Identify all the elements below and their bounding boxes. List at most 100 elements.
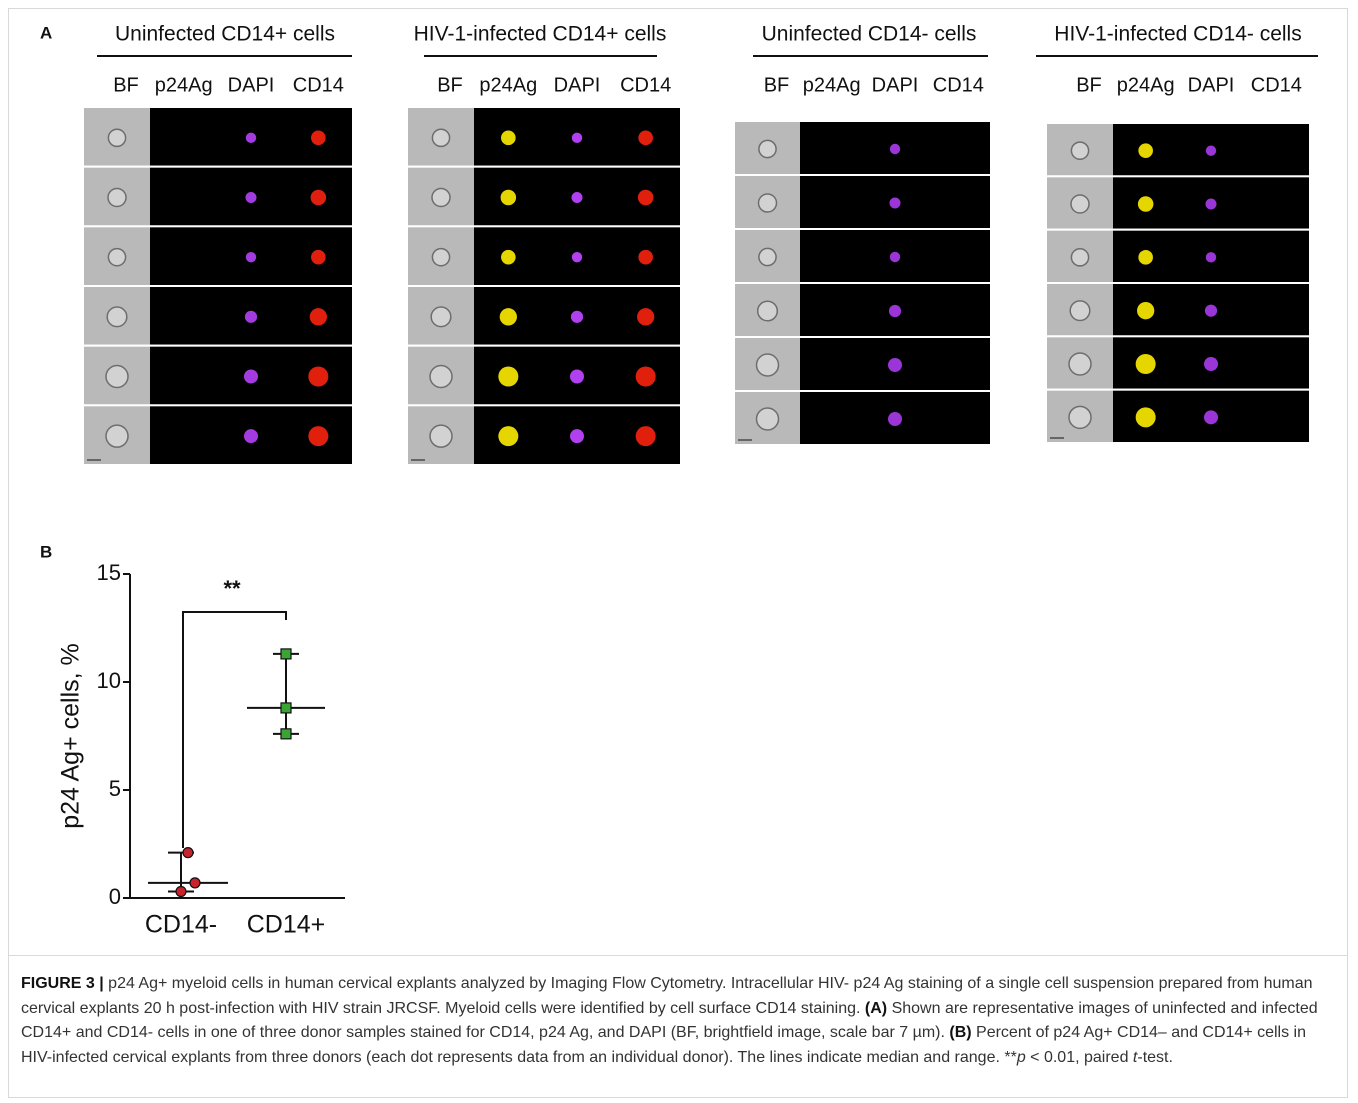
caption: FIGURE 3 | p24 Ag+ myeloid cells in huma… (21, 972, 1339, 1070)
cell-brightfield (430, 425, 452, 447)
panel-label: B (40, 542, 52, 561)
cell-fluorescence (245, 311, 257, 323)
cell-fluorescence (636, 367, 656, 387)
group-title: Uninfected CD14+ cells (115, 23, 335, 46)
cell-fluorescence (637, 308, 654, 325)
channel-label: p24Ag (155, 74, 213, 96)
cell-fluorescence (638, 131, 653, 146)
cell-fluorescence (1138, 196, 1154, 212)
y-tick-label: 5 (109, 776, 121, 801)
group-title: HIV-1-infected CD14- cells (1054, 23, 1301, 46)
channel-label: CD14 (293, 74, 344, 96)
separator (9, 955, 1347, 956)
channel-label: BF (113, 74, 139, 96)
cell-brightfield (759, 140, 776, 157)
panel-label: A (40, 23, 52, 42)
cell-brightfield (1071, 249, 1088, 266)
cell-brightfield (108, 189, 126, 207)
cell-fluorescence (1204, 410, 1218, 424)
cell-brightfield (1069, 406, 1091, 428)
cell-fluorescence (500, 308, 517, 325)
cell-brightfield (107, 307, 127, 327)
channel-label: DAPI (1188, 74, 1235, 96)
cell-brightfield (106, 366, 128, 388)
cell-fluorescence (890, 252, 900, 262)
channel-label: CD14 (620, 74, 671, 96)
cell-brightfield (431, 307, 451, 327)
cell-fluorescence (246, 133, 256, 143)
caption-label: FIGURE 3 | (21, 975, 104, 992)
cell-fluorescence (1138, 143, 1153, 158)
data-point (176, 887, 186, 897)
cell-brightfield (432, 129, 449, 146)
cell-fluorescence (889, 305, 901, 317)
x-tick-label: CD14- (145, 911, 217, 939)
cell-fluorescence (636, 426, 656, 446)
data-point (281, 649, 291, 659)
channel-label: CD14 (1251, 74, 1302, 96)
caption-text: (A) (865, 1000, 887, 1017)
channel-label: p24Ag (479, 74, 537, 96)
cell-fluorescence (1138, 250, 1153, 265)
cell-fluorescence (244, 429, 258, 443)
channel-label: p24Ag (803, 74, 861, 96)
cell-brightfield (759, 248, 776, 265)
channel-label: BF (1076, 74, 1102, 96)
cell-brightfield (757, 354, 779, 376)
cell-brightfield (1069, 353, 1091, 375)
cell-fluorescence (498, 367, 518, 387)
caption-text: p (1017, 1049, 1026, 1066)
cell-fluorescence (501, 131, 516, 146)
y-tick-label: 15 (97, 560, 121, 585)
x-tick-label: CD14+ (247, 911, 326, 939)
cell-fluorescence (1137, 302, 1154, 319)
cell-fluorescence (244, 370, 258, 384)
cell-fluorescence (1205, 305, 1217, 317)
cell-fluorescence (310, 308, 327, 325)
cell-fluorescence (572, 252, 582, 262)
y-tick-label: 0 (109, 884, 121, 909)
channel-label: BF (437, 74, 463, 96)
cell-fluorescence (572, 192, 583, 203)
channel-label: p24Ag (1117, 74, 1175, 96)
cell-fluorescence (308, 367, 328, 387)
y-tick-label: 10 (97, 668, 121, 693)
cell-fluorescence (570, 429, 584, 443)
cell-brightfield (757, 408, 779, 430)
cell-brightfield (430, 366, 452, 388)
cell-fluorescence (890, 198, 901, 209)
cell-fluorescence (1136, 407, 1156, 427)
data-point (281, 729, 291, 739)
significance-bracket (183, 612, 286, 848)
cell-brightfield (432, 249, 449, 266)
cell-fluorescence (638, 190, 654, 206)
data-point (183, 848, 193, 858)
cell-fluorescence (311, 131, 326, 146)
cell-brightfield (108, 249, 125, 266)
cell-fluorescence (570, 370, 584, 384)
cell-fluorescence (888, 358, 902, 372)
cell-brightfield (759, 194, 777, 212)
channel-label: BF (764, 74, 790, 96)
cell-fluorescence (890, 144, 900, 154)
channel-label: DAPI (228, 74, 275, 96)
cell-fluorescence (571, 311, 583, 323)
figure: A B p24 Ag+ cells, % ** Uninfected CD14+… (0, 0, 1358, 950)
caption-text: -test. (1137, 1049, 1173, 1066)
cell-brightfield (758, 301, 778, 321)
data-point (190, 878, 200, 888)
cell-fluorescence (1204, 357, 1218, 371)
significance: ** (223, 576, 241, 601)
cell-fluorescence (888, 412, 902, 426)
cell-fluorescence (572, 133, 582, 143)
cell-fluorescence (501, 190, 517, 206)
cell-fluorescence (1206, 252, 1216, 262)
cell-fluorescence (1206, 145, 1216, 155)
cell-brightfield (106, 425, 128, 447)
caption-text: < 0.01, paired (1026, 1049, 1133, 1066)
data-point (281, 703, 291, 713)
cell-brightfield (1071, 142, 1088, 159)
channel-label: DAPI (554, 74, 601, 96)
cell-fluorescence (311, 190, 327, 206)
cell-fluorescence (1206, 199, 1217, 210)
